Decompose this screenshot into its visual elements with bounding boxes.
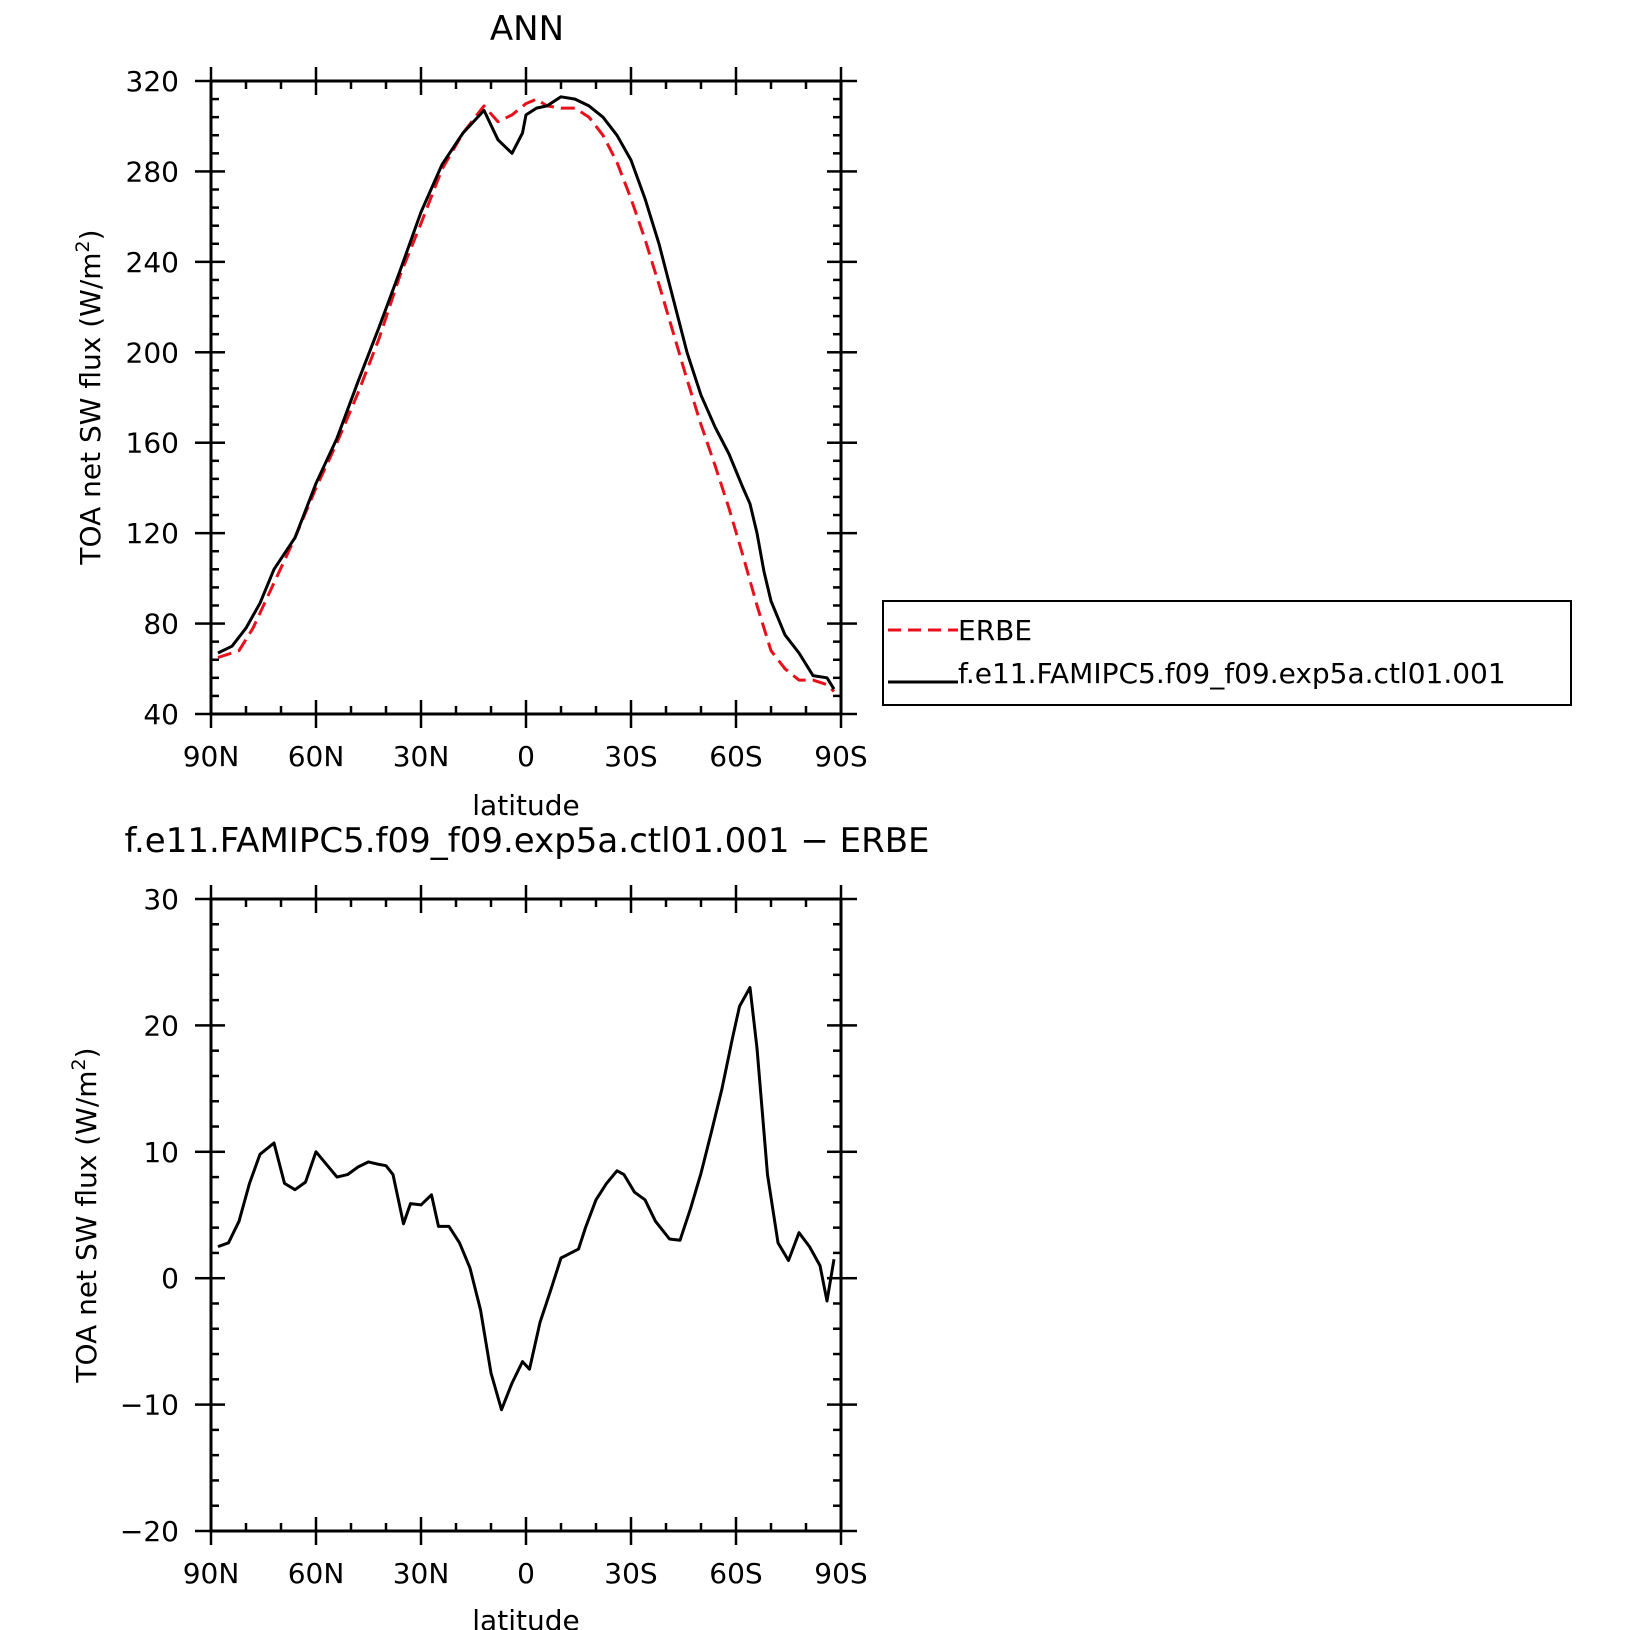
- top-y-tick-label: 240: [126, 246, 179, 279]
- top-y-tick-label: 80: [143, 608, 179, 641]
- top-x-tick-label: 30N: [393, 740, 450, 773]
- top-x-tick-label: 90S: [814, 740, 867, 773]
- legend: ERBE f.e11.FAMIPC5.f09_f09.exp5a.ctl01.0…: [882, 600, 1572, 706]
- bottom-y-tick-labels: −20 −10 0 10 20 30: [120, 883, 179, 1548]
- bottom-series-line-model: [217, 986, 836, 1412]
- bottom-x-tick-label: 0: [517, 1557, 535, 1590]
- legend-box: [882, 600, 1572, 706]
- top-x-tick-labels: 90N 60N 30N 0 30S 60S 90S: [183, 740, 868, 773]
- top-y-tick-label: 160: [126, 427, 179, 460]
- bottom-x-tick-label: 90N: [183, 1557, 240, 1590]
- top-series: [217, 95, 836, 693]
- top-series-line-model: [217, 95, 836, 690]
- top-y-axis-label-main: TOA net SW flux (W/m: [74, 252, 107, 565]
- top-y-tick-label: 280: [126, 155, 179, 188]
- top-x-tick-label: 60S: [709, 740, 762, 773]
- top-x-tick-label: 90N: [183, 740, 240, 773]
- top-y-axis-label-close: ): [74, 229, 107, 240]
- top-y-axis-label-sup: 2: [72, 240, 94, 252]
- bottom-series: [217, 986, 836, 1412]
- top-plot-frame: [209, 79, 843, 716]
- bottom-y-axis-label-main: TOA net SW flux (W/m: [70, 1070, 103, 1383]
- bottom-y-tick-label: 0: [161, 1262, 179, 1295]
- top-series-line-erbe: [217, 97, 836, 693]
- bottom-x-tick-label: 60N: [288, 1557, 345, 1590]
- bottom-title: f.e11.FAMIPC5.f09_f09.exp5a.ctl01.001 − …: [124, 821, 929, 861]
- legend-label-erbe: ERBE: [958, 614, 1032, 647]
- bottom-y-axis-label: TOA net SW flux (W/m2): [68, 1047, 103, 1383]
- bottom-x-tick-label: 90S: [814, 1557, 867, 1590]
- bottom-x-axis-label: latitude: [472, 1604, 579, 1630]
- bottom-y-tick-label: 20: [143, 1009, 179, 1042]
- top-y-tick-label: 120: [126, 517, 179, 550]
- bottom-x-tick-label: 30S: [604, 1557, 657, 1590]
- top-y-tick-label: 200: [126, 336, 179, 369]
- bottom-panel: f.e11.FAMIPC5.f09_f09.exp5a.ctl01.001 − …: [68, 821, 930, 1630]
- bottom-y-axis-label-close: ): [70, 1047, 103, 1058]
- bottom-y-tick-label: −10: [120, 1389, 179, 1422]
- bottom-y-tick-label: 30: [143, 883, 179, 916]
- top-x-tick-label: 0: [517, 740, 535, 773]
- top-x-tick-label: 30S: [604, 740, 657, 773]
- bottom-y-tick-label: 10: [143, 1136, 179, 1169]
- bottom-plot-frame: [209, 897, 843, 1533]
- top-x-axis-label: latitude: [472, 789, 579, 822]
- top-title: ANN: [490, 9, 564, 49]
- top-y-tick-labels: 40 80 120 160 200 240 280 320: [126, 65, 179, 731]
- bottom-x-tick-label: 60S: [709, 1557, 762, 1590]
- top-x-tick-label: 60N: [288, 740, 345, 773]
- bottom-x-tick-labels: 90N 60N 30N 0 30S 60S 90S: [183, 1557, 868, 1590]
- legend-label-model: f.e11.FAMIPC5.f09_f09.exp5a.ctl01.001: [958, 657, 1506, 690]
- bottom-y-tick-label: −20: [120, 1515, 179, 1548]
- bottom-y-axis-label-sup: 2: [68, 1058, 90, 1070]
- top-y-axis-label: TOA net SW flux (W/m2): [72, 229, 107, 565]
- top-y-tick-label: 320: [126, 65, 179, 98]
- bottom-x-tick-label: 30N: [393, 1557, 450, 1590]
- top-panel: ANN 90N 60N 30N 0 30S 60S 90S 4080120160200240…: [72, 9, 1572, 822]
- top-y-tick-label: 40: [143, 698, 179, 731]
